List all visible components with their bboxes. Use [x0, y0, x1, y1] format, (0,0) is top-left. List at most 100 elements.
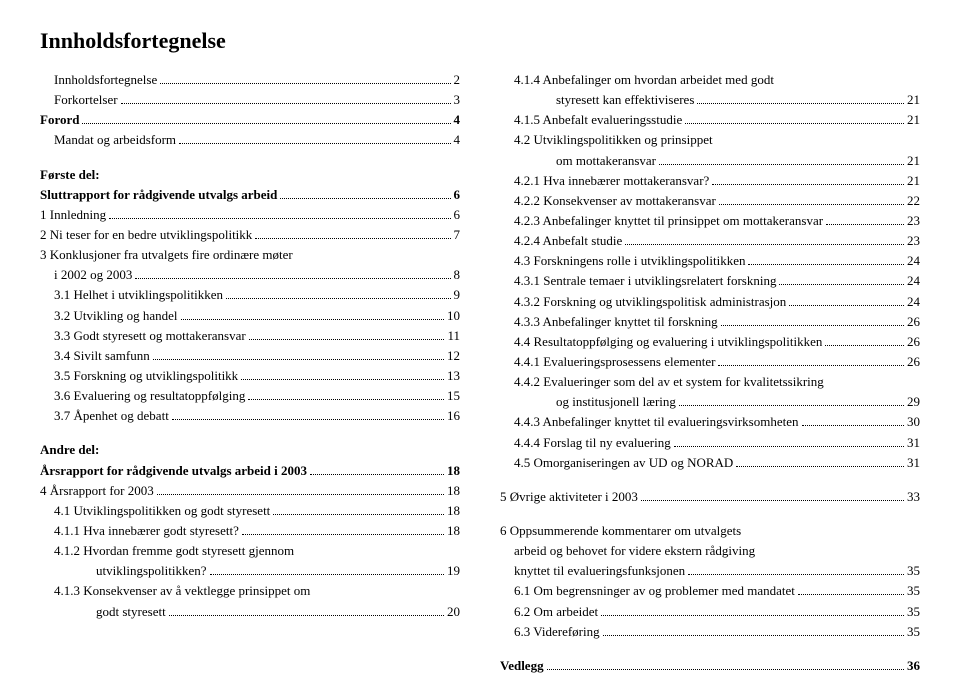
toc-page: 2 [454, 70, 461, 90]
toc-dots [748, 264, 904, 265]
toc-page: 15 [447, 386, 460, 406]
toc-text: 4.2 Utviklingspolitikken og prinsippet [500, 130, 920, 150]
toc-label: 4.4.3 Anbefalinger knyttet til evaluerin… [514, 412, 799, 432]
toc-entry: 5 Øvrige aktiviteter i 200333 [500, 487, 920, 507]
toc-label: 6.2 Om arbeidet [514, 602, 598, 622]
toc-entry: 6.2 Om arbeidet35 [500, 602, 920, 622]
toc-page: 26 [907, 312, 920, 332]
toc-entry: 4.1 Utviklingspolitikken og godt styrese… [40, 501, 460, 521]
toc-label: 4.1.1 Hva innebærer godt styresett? [54, 521, 239, 541]
toc-column-left: Innholdsfortegnelse2Forkortelser3Forord4… [40, 70, 460, 676]
toc-entry: 2 Ni teser for en bedre utviklingspoliti… [40, 225, 460, 245]
toc-entry: Forord 4 [40, 110, 460, 130]
toc-dots [721, 325, 904, 326]
toc-dots [255, 238, 450, 239]
toc-dots [826, 224, 904, 225]
toc-entry: 4.2.1 Hva innebærer mottakeransvar? 21 [500, 171, 920, 191]
toc-page: 22 [907, 191, 920, 211]
toc-label: 4.5 Omorganiseringen av UD og NORAD [514, 453, 733, 473]
toc-label: Mandat og arbeidsform [54, 130, 176, 150]
toc-text: 6 Oppsummerende kommentarer om utvalgets [500, 521, 920, 541]
toc-text: 4.1.2 Hvordan fremme godt styresett gjen… [40, 541, 460, 561]
toc-page: 16 [447, 406, 460, 426]
toc-entry: styresett kan effektiviseres21 [500, 90, 920, 110]
toc-label: Forkortelser [54, 90, 118, 110]
toc-entry: 1 Innledning6 [40, 205, 460, 225]
toc-entry: Innholdsfortegnelse 2 [40, 70, 460, 90]
toc-entry: Mandat og arbeidsform 4 [40, 130, 460, 150]
toc-columns: Innholdsfortegnelse2Forkortelser3Forord4… [40, 70, 920, 676]
toc-label: om mottakeransvar [556, 151, 656, 171]
toc-page: 11 [447, 326, 460, 346]
toc-entry: 3.5 Forskning og utviklingspolitikk13 [40, 366, 460, 386]
toc-dots [160, 83, 450, 84]
toc-label: 4.1 Utviklingspolitikken og godt styrese… [54, 501, 270, 521]
toc-page: 35 [907, 561, 920, 581]
toc-label: 4.2.2 Konsekvenser av mottakeransvar [514, 191, 716, 211]
toc-label: 4.4 Resultatoppfølging og evaluering i u… [514, 332, 822, 352]
toc-entry: 4.2.4 Anbefalt studie23 [500, 231, 920, 251]
toc-entry: 4.4 Resultatoppfølging og evaluering i u… [500, 332, 920, 352]
toc-dots [310, 474, 444, 475]
toc-label: 3.4 Sivilt samfunn [54, 346, 150, 366]
toc-label: 4.2.1 Hva innebærer mottakeransvar? [514, 171, 709, 191]
toc-entry: utviklingspolitikken? 19 [40, 561, 460, 581]
toc-entry: 4.3 Forskningens rolle i utviklingspolit… [500, 251, 920, 271]
toc-entry: Vedlegg36 [500, 656, 920, 676]
toc-dots [172, 419, 444, 420]
toc-label: Innholdsfortegnelse [54, 70, 157, 90]
toc-entry: 4.3.1 Sentrale temaer i utviklingsrelate… [500, 271, 920, 291]
toc-page: 4 [454, 110, 461, 130]
spacer [500, 473, 920, 487]
toc-page: 36 [907, 656, 920, 676]
toc-entry: 3.6 Evaluering og resultatoppfølging15 [40, 386, 460, 406]
toc-entry: 4.4.1 Evalueringsprosessens elementer26 [500, 352, 920, 372]
toc-page: 18 [447, 501, 460, 521]
toc-dots [802, 425, 905, 426]
toc-dots [249, 339, 445, 340]
toc-page: 21 [907, 90, 920, 110]
spacer [500, 507, 920, 521]
toc-dots [688, 574, 904, 575]
toc-label: 4.2.4 Anbefalt studie [514, 231, 622, 251]
toc-text: 3 Konklusjoner fra utvalgets fire ordinæ… [40, 245, 460, 265]
toc-page: 35 [907, 581, 920, 601]
toc-page: 19 [447, 561, 460, 581]
toc-page: 31 [907, 453, 920, 473]
toc-dots [157, 494, 444, 495]
toc-page: 10 [447, 306, 460, 326]
toc-page: 31 [907, 433, 920, 453]
spacer [500, 642, 920, 656]
toc-entry: knyttet til evalueringsfunksjonen 35 [500, 561, 920, 581]
toc-entry: 4.1.1 Hva innebærer godt styresett?18 [40, 521, 460, 541]
toc-page: 13 [447, 366, 460, 386]
toc-label: knyttet til evalueringsfunksjonen [514, 561, 685, 581]
toc-page: 20 [447, 602, 460, 622]
toc-page: 21 [907, 171, 920, 191]
toc-label: 6.1 Om begrensninger av og problemer med… [514, 581, 795, 601]
toc-page: 8 [454, 265, 461, 285]
toc-entry: i 2002 og 20038 [40, 265, 460, 285]
toc-page: 30 [907, 412, 920, 432]
toc-page: 18 [447, 481, 460, 501]
toc-dots [736, 466, 904, 467]
toc-page: 12 [447, 346, 460, 366]
toc-page: 6 [454, 185, 461, 205]
toc-page: 26 [907, 332, 920, 352]
toc-page: 33 [907, 487, 920, 507]
spacer [40, 426, 460, 440]
toc-label: 4 Årsrapport for 2003 [40, 481, 154, 501]
toc-label: 4.3.1 Sentrale temaer i utviklingsrelate… [514, 271, 776, 291]
toc-page: 4 [454, 130, 461, 150]
toc-text: Første del: [40, 165, 460, 185]
toc-page: 24 [907, 251, 920, 271]
toc-label: 6.3 Videreføring [514, 622, 600, 642]
toc-page: 6 [454, 205, 461, 225]
toc-page: 24 [907, 271, 920, 291]
toc-dots [603, 635, 904, 636]
toc-label: 2 Ni teser for en bedre utviklingspoliti… [40, 225, 252, 245]
toc-label: 3.2 Utvikling og handel [54, 306, 178, 326]
toc-label: utviklingspolitikken? [96, 561, 207, 581]
toc-label: Forord [40, 110, 79, 130]
toc-dots [641, 500, 904, 501]
